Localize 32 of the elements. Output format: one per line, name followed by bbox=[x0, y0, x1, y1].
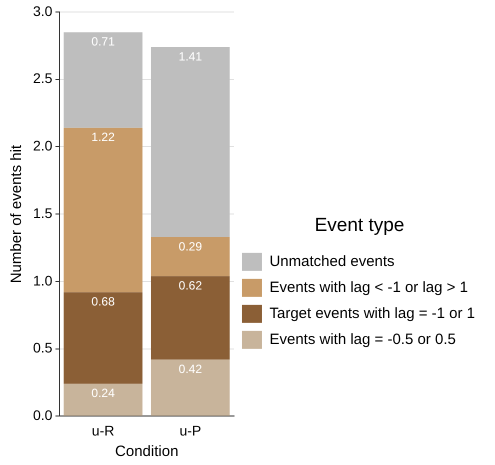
x-tick-label: u-P bbox=[179, 422, 202, 438]
bar bbox=[150, 237, 230, 276]
bar bbox=[150, 276, 230, 360]
bar bbox=[150, 360, 230, 416]
bar bbox=[64, 32, 142, 128]
y-axis-title: Number of events hit bbox=[8, 144, 26, 284]
bar bbox=[64, 292, 142, 384]
legend-label: Unmatched events bbox=[269, 253, 395, 270]
data-label: 0.29 bbox=[178, 239, 202, 254]
data-label: 0.62 bbox=[178, 278, 202, 292]
data-label: 0.42 bbox=[178, 362, 202, 376]
y-tick-label: 1.5 bbox=[32, 204, 53, 221]
legend-label: Events with lag < -1 or lag > 1 bbox=[269, 279, 468, 296]
y-tick-label: 1.0 bbox=[32, 272, 53, 288]
data-label: 0.71 bbox=[91, 34, 116, 49]
x-axis-title: Condition bbox=[115, 443, 178, 460]
legend-label: Events with lag = -0.5 or 0.5 bbox=[269, 331, 456, 348]
y-tick-label: 0.5 bbox=[32, 340, 53, 356]
legend-label: Target events with lag = -1 or 1 bbox=[269, 305, 476, 322]
data-label: 1.41 bbox=[178, 49, 202, 64]
y-tick-label: 0.0 bbox=[32, 407, 53, 424]
data-label: 0.68 bbox=[91, 294, 116, 309]
bar bbox=[64, 128, 142, 292]
data-label: 0.24 bbox=[91, 386, 116, 400]
bar bbox=[64, 384, 142, 416]
bar bbox=[150, 47, 230, 238]
y-tick-label: 2.5 bbox=[32, 70, 53, 86]
y-tick-label: 2.0 bbox=[32, 138, 53, 154]
legend-title: Event type bbox=[314, 214, 404, 236]
x-tick-label: u-R bbox=[92, 422, 114, 438]
data-label: 1.22 bbox=[91, 130, 116, 144]
y-tick-label: 3.0 bbox=[32, 2, 53, 19]
